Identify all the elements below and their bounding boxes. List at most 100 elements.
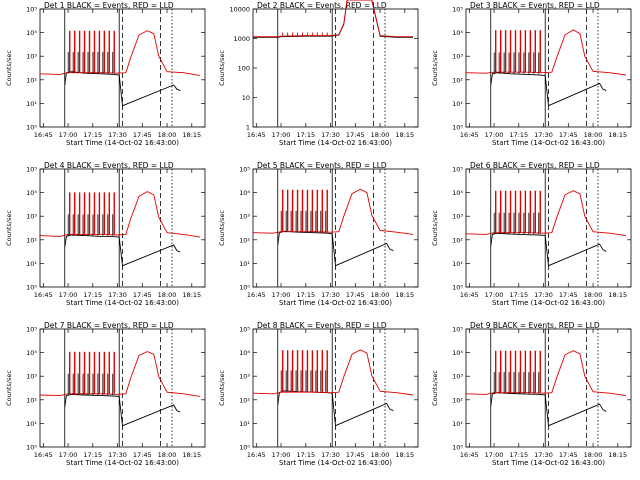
x-tick-label: 17:30	[108, 291, 127, 299]
y-tick-label: 10⁰	[452, 124, 463, 132]
x-tick-label: 18:15	[395, 451, 414, 459]
series-lld-line	[465, 190, 627, 237]
x-tick-label: 17:45	[346, 131, 365, 139]
y-tick-label: 10⁴	[26, 29, 37, 37]
y-tick-label: 10⁴	[239, 349, 250, 357]
y-tick-label: 10⁰	[26, 124, 37, 132]
chart-title: Det 8 BLACK = Events, RED = LLD	[257, 321, 387, 330]
x-tick-label: 17:45	[133, 291, 152, 299]
y-tick-label: 10³	[239, 213, 250, 221]
x-tick-label: 16:45	[460, 451, 479, 459]
x-tick-label: 18:15	[608, 451, 627, 459]
x-tick-label: 17:00	[485, 451, 504, 459]
chart-title: Det 6 BLACK = Events, RED = LLD	[470, 161, 600, 170]
y-tick-label: 10⁰	[452, 444, 463, 452]
x-tick-label: 17:45	[559, 451, 578, 459]
chart-title: Det 2 BLACK = Events, RED = LLD	[257, 1, 387, 10]
chart-title: Det 5 BLACK = Events, RED = LLD	[257, 161, 387, 170]
x-tick-label: 16:45	[34, 291, 53, 299]
x-tick-label: 18:00	[584, 131, 603, 139]
y-tick-label: 10⁵	[239, 326, 250, 334]
series-lld-line	[39, 30, 201, 77]
x-tick-label: 17:30	[321, 451, 340, 459]
y-tick-label: 10²	[26, 76, 37, 84]
y-tick-label: 10⁴	[452, 29, 463, 37]
x-tick-label: 16:45	[247, 451, 266, 459]
y-tick-label: 10²	[26, 236, 37, 244]
x-tick-label: 17:45	[346, 291, 365, 299]
y-axis-label: Counts/sec	[218, 370, 226, 406]
x-tick-label: 16:45	[460, 131, 479, 139]
series-lld-line	[253, 0, 413, 38]
x-axis-label: Start Time (14-Oct-02 16:43:00)	[66, 299, 179, 307]
x-tick-label: 17:30	[321, 131, 340, 139]
y-tick-label: 10³	[452, 213, 463, 221]
x-tick-label: 17:45	[346, 451, 365, 459]
x-tick-label: 17:00	[272, 291, 291, 299]
x-tick-label: 18:15	[182, 131, 201, 139]
x-tick-label: 16:45	[34, 451, 53, 459]
chart-title: Det 4 BLACK = Events, RED = LLD	[44, 161, 174, 170]
x-tick-label: 17:45	[133, 131, 152, 139]
x-axis-label: Start Time (14-Oct-02 16:43:00)	[66, 459, 179, 467]
y-tick-label: 10⁰	[239, 444, 250, 452]
chart-panel: Det 8 BLACK = Events, RED = LLD 10⁰ 10¹ 10²…	[218, 321, 419, 467]
x-tick-label: 17:45	[559, 131, 578, 139]
y-tick-label: 10⁵	[26, 166, 37, 174]
x-tick-label: 17:45	[133, 451, 152, 459]
chart-title: Det 9 BLACK = Events, RED = LLD	[470, 321, 600, 330]
x-tick-label: 17:00	[59, 451, 78, 459]
series-lld-line	[465, 29, 627, 76]
x-axis-label: Start Time (14-Oct-02 16:43:00)	[279, 459, 392, 467]
chart-panel: Det 3 BLACK = Events, RED = LLD 10⁰ 10¹ 10²…	[431, 1, 632, 147]
x-tick-label: 17:15	[83, 451, 102, 459]
y-tick-label: 10⁴	[452, 349, 463, 357]
x-tick-label: 17:30	[108, 451, 127, 459]
y-tick-label: 10³	[26, 373, 37, 381]
x-tick-label: 18:00	[158, 291, 177, 299]
y-tick-label: 10³	[26, 53, 37, 61]
y-tick-label: 10³	[239, 373, 250, 381]
x-tick-label: 16:45	[460, 291, 479, 299]
y-tick-label: 10¹	[452, 100, 463, 108]
x-tick-label: 18:15	[182, 451, 201, 459]
y-axis-label: Counts/sec	[431, 50, 439, 86]
x-tick-label: 18:15	[182, 291, 201, 299]
y-tick-label: 10³	[452, 373, 463, 381]
y-tick-label: 10⁵	[452, 326, 463, 334]
x-tick-label: 17:15	[509, 291, 528, 299]
y-tick-label: 10¹	[26, 420, 37, 428]
x-tick-label: 17:15	[83, 131, 102, 139]
x-tick-label: 17:30	[534, 451, 553, 459]
chart-panel: Det 6 BLACK = Events, RED = LLD 10⁰ 10¹ 10²…	[431, 161, 632, 307]
x-tick-label: 17:30	[321, 291, 340, 299]
y-tick-label: 10¹	[239, 420, 250, 428]
series-events-line	[64, 234, 181, 267]
y-tick-label: 10¹	[26, 100, 37, 108]
x-axis-label: Start Time (14-Oct-02 16:43:00)	[492, 139, 605, 147]
x-tick-label: 18:15	[395, 131, 414, 139]
x-tick-label: 17:15	[296, 291, 315, 299]
series-events-line	[64, 393, 181, 427]
y-tick-label: 10⁴	[239, 189, 250, 197]
y-axis-label: Counts/sec	[5, 370, 13, 406]
chart-panel: Det 1 BLACK = Events, RED = LLD 10⁰ 10¹ 10²…	[5, 1, 206, 147]
y-tick-label: 10⁵	[26, 6, 37, 14]
y-tick-label: 10³	[26, 213, 37, 221]
series-lld-line	[252, 188, 414, 235]
y-tick-label: 10⁵	[239, 166, 250, 174]
x-axis-label: Start Time (14-Oct-02 16:43:00)	[492, 299, 605, 307]
x-tick-label: 17:15	[509, 451, 528, 459]
y-tick-label: 10²	[239, 236, 250, 244]
x-tick-label: 18:15	[608, 291, 627, 299]
y-tick-label: 10⁵	[26, 326, 37, 334]
x-tick-label: 17:00	[272, 451, 291, 459]
chart-title: Det 3 BLACK = Events, RED = LLD	[470, 1, 600, 10]
series-lld-line	[39, 351, 201, 397]
y-tick-label: 10²	[452, 236, 463, 244]
y-tick-label: 10²	[452, 76, 463, 84]
x-tick-label: 18:00	[584, 291, 603, 299]
y-axis-label: Counts/sec	[431, 370, 439, 406]
y-tick-label: 10000	[229, 6, 250, 14]
